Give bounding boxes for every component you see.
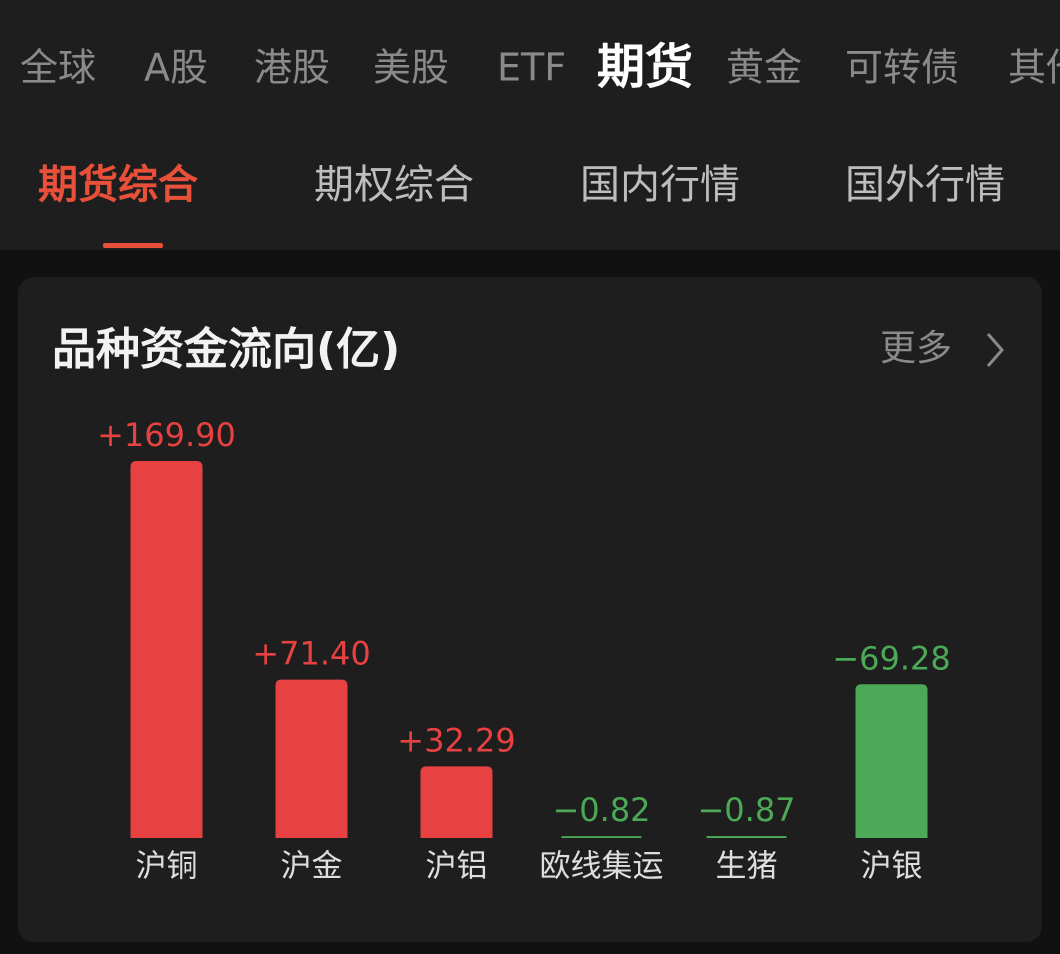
- bar: [275, 679, 348, 838]
- market-tabs: 全球 A股 港股 美股 ETF 期货 黄金 可转债 其他: [20, 39, 1060, 95]
- more-text[interactable]: 更多: [880, 328, 952, 369]
- value-label: −69.28: [832, 639, 950, 677]
- bar: [130, 461, 203, 838]
- value-label: +71.40: [252, 635, 370, 673]
- tab[interactable]: ETF: [497, 46, 566, 90]
- category-label: 沪铝: [426, 849, 488, 885]
- bar: [706, 836, 787, 838]
- flow-chart: +169.90 沪铜 +71.40 沪金 +32.29 沪铝 −0.82 欧线集运 −0.87 生…: [97, 416, 951, 885]
- subtab[interactable]: 国内行情: [580, 162, 740, 208]
- tab[interactable]: 黄金: [726, 46, 802, 90]
- sub-tabs: 期货综合 期权综合 国内行情 国外行情: [38, 162, 1005, 248]
- category-label: 生猪: [716, 849, 778, 885]
- card: [18, 277, 1042, 942]
- tab[interactable]: 全球: [20, 46, 96, 90]
- chevron: [986, 333, 1004, 367]
- header-bg: [0, 0, 1060, 250]
- tab[interactable]: 港股: [254, 46, 330, 90]
- value-label: −0.87: [697, 791, 795, 829]
- category-label: 沪铜: [136, 849, 198, 885]
- active-indicator: [103, 243, 163, 248]
- tab[interactable]: A股: [144, 46, 208, 90]
- bar: [420, 766, 493, 838]
- subtab[interactable]: 期权综合: [314, 162, 474, 208]
- category-label: 欧线集运: [540, 849, 664, 885]
- subtab-active[interactable]: 期货综合: [38, 162, 198, 208]
- value-label: +169.90: [97, 416, 236, 454]
- value-label: +32.29: [397, 721, 515, 759]
- value-label: −0.82: [552, 791, 650, 829]
- card-title: 品种资金流向(亿): [52, 324, 400, 375]
- tab[interactable]: 美股: [373, 46, 449, 90]
- tab-active[interactable]: 期货: [597, 39, 693, 95]
- more-link[interactable]: 更多: [880, 328, 1004, 369]
- tab[interactable]: 其他: [1008, 46, 1060, 90]
- bar: [561, 836, 642, 838]
- bar: [855, 684, 928, 838]
- category-label: 沪金: [281, 849, 343, 885]
- tab[interactable]: 可转债: [845, 46, 959, 90]
- subtab[interactable]: 国外行情: [845, 162, 1005, 208]
- category-label: 沪银: [861, 849, 923, 885]
